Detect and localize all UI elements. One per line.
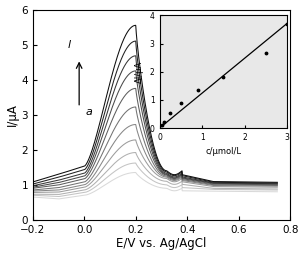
Y-axis label: ΔI/μA: ΔI/μA [135, 61, 144, 83]
Text: a: a [86, 107, 93, 117]
X-axis label: c/μmol/L: c/μmol/L [206, 147, 241, 156]
X-axis label: E/V vs. Ag/AgCl: E/V vs. Ag/AgCl [116, 238, 207, 250]
Y-axis label: I/μA: I/μA [5, 103, 19, 126]
Text: l: l [67, 40, 71, 50]
